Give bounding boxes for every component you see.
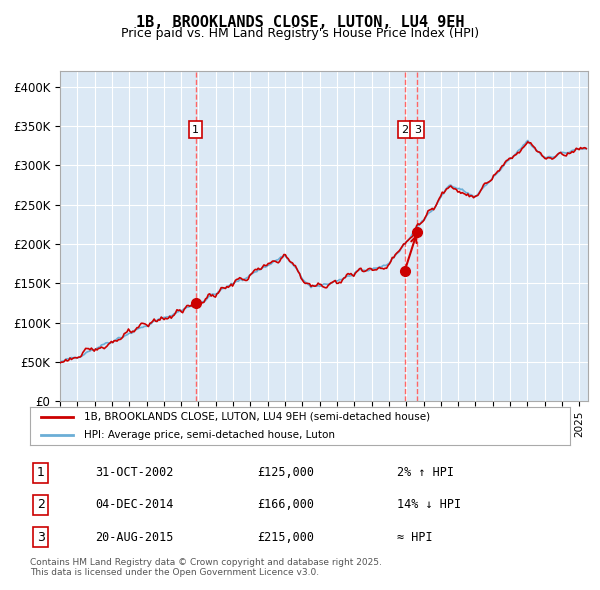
Text: 1: 1 [192,125,199,135]
Text: £125,000: £125,000 [257,466,314,479]
Text: 2: 2 [37,499,45,512]
Text: 3: 3 [37,530,45,543]
Text: ≈ HPI: ≈ HPI [397,530,433,543]
Text: Contains HM Land Registry data © Crown copyright and database right 2025.
This d: Contains HM Land Registry data © Crown c… [30,558,382,577]
Text: 31-OCT-2002: 31-OCT-2002 [95,466,173,479]
Text: 20-AUG-2015: 20-AUG-2015 [95,530,173,543]
Text: 1B, BROOKLANDS CLOSE, LUTON, LU4 9EH: 1B, BROOKLANDS CLOSE, LUTON, LU4 9EH [136,15,464,30]
Text: £215,000: £215,000 [257,530,314,543]
Text: 1B, BROOKLANDS CLOSE, LUTON, LU4 9EH (semi-detached house): 1B, BROOKLANDS CLOSE, LUTON, LU4 9EH (se… [84,412,430,422]
Text: 14% ↓ HPI: 14% ↓ HPI [397,499,461,512]
Text: 2: 2 [401,125,409,135]
Text: 2% ↑ HPI: 2% ↑ HPI [397,466,454,479]
Text: 3: 3 [413,125,421,135]
Text: 04-DEC-2014: 04-DEC-2014 [95,499,173,512]
Text: Price paid vs. HM Land Registry's House Price Index (HPI): Price paid vs. HM Land Registry's House … [121,27,479,40]
Text: 1: 1 [37,466,45,479]
Text: £166,000: £166,000 [257,499,314,512]
Text: HPI: Average price, semi-detached house, Luton: HPI: Average price, semi-detached house,… [84,430,335,440]
